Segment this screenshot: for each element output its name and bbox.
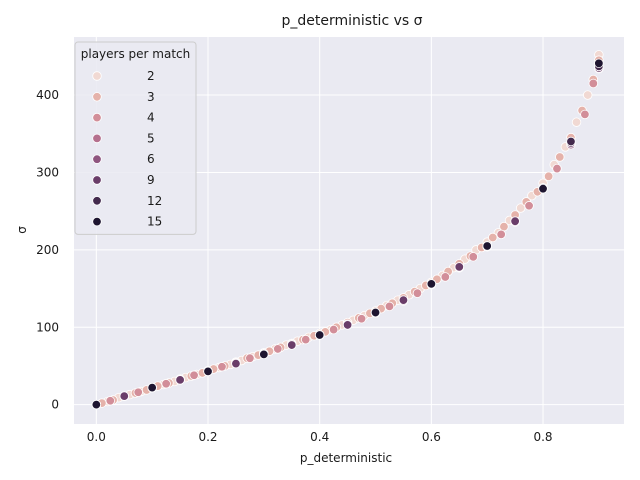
data-point [189,370,199,380]
legend: players per match 2 3 4 5 6 9 12 15 [74,41,197,235]
data-point [482,241,492,251]
x-tick-label: 0.0 [87,430,106,444]
legend-marker [92,175,102,185]
y-tick-label: 100 [36,320,59,334]
legend-marker [92,196,102,206]
data-point [342,320,353,330]
data-point [566,136,576,147]
legend-label: 6 [147,152,155,166]
legend-box [74,41,197,235]
x-tick-label: 0.6 [422,430,441,444]
data-point [370,307,381,318]
data-point [440,272,451,282]
legend-marker [92,71,102,81]
data-point [133,387,143,397]
data-point [398,295,409,305]
data-point [499,221,509,232]
data-point [91,399,102,410]
x-axis-label: p_deterministic [300,451,392,465]
x-tick-label: 0.2 [198,430,217,444]
y-axis-ticks: 0 100 200 300 400 [36,88,59,412]
chart-title: p_deterministic vs σ [281,13,422,29]
data-point [301,334,311,345]
data-point [496,229,506,240]
data-point [314,330,325,340]
legend-marker [92,154,102,164]
legend-label: 15 [147,215,162,229]
data-point [259,349,269,360]
data-point [175,375,185,385]
data-point [555,152,565,162]
legend-label: 5 [147,131,155,145]
data-point [105,396,115,406]
data-point [426,279,437,289]
data-point [231,358,241,369]
data-point [583,90,593,100]
data-point [552,163,562,174]
data-point [524,201,534,211]
legend-marker [92,92,102,102]
data-point [468,252,478,262]
data-point [543,171,554,182]
legend-label: 2 [147,69,155,83]
data-point [287,340,297,350]
data-point [119,391,129,401]
data-point [488,232,498,243]
data-point [384,301,395,312]
data-point [356,314,367,324]
data-point [147,382,157,393]
series-15 [91,58,604,410]
data-point [245,353,255,363]
legend-label: 12 [147,194,162,208]
legend-label: 3 [147,90,155,104]
legend-marker [92,216,102,227]
data-point [454,262,464,272]
data-point [510,216,520,226]
data-point [217,362,227,372]
data-point [203,366,213,377]
data-point [588,78,598,89]
legend-title: players per match [81,47,191,61]
x-tick-label: 0.4 [310,430,329,444]
y-tick-label: 0 [51,398,59,412]
data-points [91,50,604,410]
data-point [594,58,604,69]
data-point [161,379,171,389]
data-point [412,288,423,298]
x-tick-label: 0.8 [533,430,552,444]
y-tick-label: 200 [36,243,59,257]
y-tick-label: 400 [36,88,59,102]
data-point [571,117,582,127]
y-tick-label: 300 [36,165,59,179]
data-point [328,324,339,335]
legend-marker [92,112,102,123]
data-point [273,344,283,354]
x-axis-ticks: 0.0 0.2 0.4 0.6 0.8 [87,430,553,444]
legend-label: 9 [147,173,155,187]
data-point [538,184,548,194]
legend-marker [92,133,102,144]
y-axis-label: σ [15,226,29,234]
data-point [580,109,590,120]
legend-label: 4 [147,111,155,125]
